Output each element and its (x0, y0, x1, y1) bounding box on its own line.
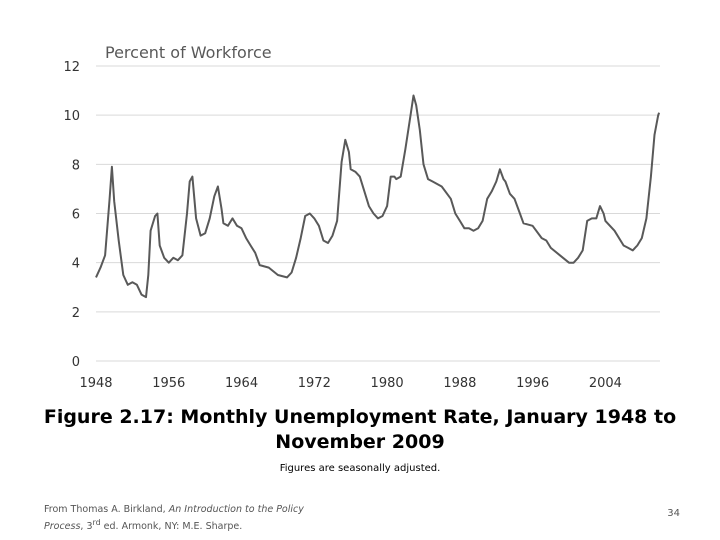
x-tick-labels: 1948 1956 1964 1972 1980 1988 1996 2004 (79, 376, 622, 391)
x-tick-1988: 1988 (443, 376, 476, 391)
x-tick-1964: 1964 (225, 376, 258, 391)
x-tick-1956: 1956 (152, 376, 185, 391)
page-number: 34 (667, 508, 680, 519)
x-tick-1980: 1980 (371, 376, 404, 391)
caption-line-2: November 2009 (275, 431, 445, 453)
caption-line-1: Figure 2.17: Monthly Unemployment Rate, … (43, 406, 677, 428)
y-axis-label: Percent of Workforce (105, 43, 272, 62)
source-citation: From Thomas A. Birkland, An Introduction… (44, 503, 334, 533)
source-book-title: An Introduction to the Policy Process (44, 504, 304, 533)
source-suffix-post: ed. Armonk, NY: M.E. Sharpe. (100, 521, 243, 533)
source-prefix: From Thomas A. Birkland, (44, 504, 169, 515)
y-tick-10: 10 (63, 109, 80, 124)
x-tick-1972: 1972 (298, 376, 331, 391)
y-tick-12: 12 (63, 60, 80, 75)
y-tick-8: 8 (72, 158, 80, 173)
figure-caption: Figure 2.17: Monthly Unemployment Rate, … (0, 405, 720, 455)
y-tick-6: 6 (72, 208, 80, 223)
source-suffix-pre: , 3 (80, 521, 93, 533)
x-tick-2004: 2004 (589, 376, 622, 391)
x-tick-1996: 1996 (516, 376, 549, 391)
y-tick-4: 4 (72, 257, 80, 272)
y-tick-2: 2 (72, 306, 80, 321)
source-edition-sup: rd (92, 518, 101, 527)
x-tick-1948: 1948 (79, 376, 112, 391)
seasonal-note: Figures are seasonally adjusted. (279, 463, 441, 474)
y-tick-labels: 0 2 4 6 8 10 12 (63, 60, 80, 370)
series-line-unemployment-rate (95, 94, 661, 299)
gridlines (96, 65, 660, 362)
y-tick-0: 0 (72, 355, 80, 370)
